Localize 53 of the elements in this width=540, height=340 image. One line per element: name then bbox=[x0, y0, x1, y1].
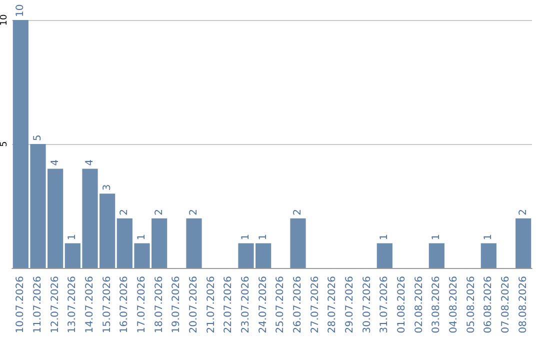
data-label: 10 bbox=[15, 4, 26, 17]
x-tick-label: 12.07.2026 bbox=[50, 276, 61, 334]
data-label: 2 bbox=[119, 209, 130, 216]
x-tick-label: 19.07.2026 bbox=[171, 276, 182, 334]
bar bbox=[376, 243, 392, 268]
x-tick-label: 30.07.2026 bbox=[362, 276, 373, 334]
data-label: 1 bbox=[136, 234, 148, 240]
data-label: 1 bbox=[379, 234, 390, 240]
x-tick-label: 08.08.2026 bbox=[518, 276, 529, 334]
data-label: 2 bbox=[154, 209, 165, 216]
x-tick-label: 14.07.2026 bbox=[84, 276, 96, 334]
data-label: 1 bbox=[483, 234, 494, 240]
x-tick-label: 06.08.2026 bbox=[483, 276, 494, 334]
data-label: 3 bbox=[102, 184, 113, 191]
data-label: 2 bbox=[188, 209, 200, 216]
x-tick-label: 27.07.2026 bbox=[310, 276, 321, 334]
x-tick-label: 28.07.2026 bbox=[327, 276, 338, 334]
data-label: 1 bbox=[67, 234, 78, 240]
x-tick-label: 21.07.2026 bbox=[206, 276, 217, 334]
bar bbox=[480, 243, 496, 268]
x-tick-label: 22.07.2026 bbox=[223, 276, 234, 334]
x-tick-label: 07.08.2026 bbox=[500, 276, 512, 334]
x-tick-label: 05.08.2026 bbox=[466, 276, 477, 334]
data-label: 5 bbox=[32, 134, 44, 141]
x-tick-label: 17.07.2026 bbox=[136, 276, 148, 334]
x-tick-label: 23.07.2026 bbox=[240, 276, 252, 334]
x-tick-label: 29.07.2026 bbox=[344, 276, 356, 334]
x-tick-label: 15.07.2026 bbox=[102, 276, 113, 334]
data-label: 1 bbox=[431, 234, 442, 240]
x-tick-label: 04.08.2026 bbox=[448, 276, 460, 334]
bar bbox=[428, 243, 444, 268]
data-label: 4 bbox=[84, 159, 96, 166]
x-tick-label: 20.07.2026 bbox=[188, 276, 200, 334]
data-label: 2 bbox=[518, 209, 529, 216]
x-tick-label: 18.07.2026 bbox=[154, 276, 165, 334]
x-tick-label: 02.08.2026 bbox=[414, 276, 425, 334]
x-tick-label: 24.07.2026 bbox=[258, 276, 269, 334]
x-tick-label: 10.07.2026 bbox=[15, 276, 26, 334]
data-label: 1 bbox=[240, 234, 252, 240]
x-tick-label: 16.07.2026 bbox=[119, 276, 130, 334]
x-tick-label: 31.07.2026 bbox=[379, 276, 390, 334]
data-label: 2 bbox=[292, 209, 304, 216]
bar bbox=[186, 218, 202, 268]
x-tick-label: 25.07.2026 bbox=[275, 276, 286, 334]
data-label: 1 bbox=[258, 234, 269, 240]
data-label: 4 bbox=[50, 159, 61, 166]
x-tick-label: 26.07.2026 bbox=[292, 276, 304, 334]
x-tick-label: 01.08.2026 bbox=[396, 276, 408, 334]
x-tick-label: 03.08.2026 bbox=[431, 276, 442, 334]
bar bbox=[290, 218, 306, 268]
x-tick-label: 11.07.2026 bbox=[32, 276, 44, 334]
bar bbox=[516, 218, 532, 268]
x-tick-label: 13.07.2026 bbox=[67, 276, 78, 334]
